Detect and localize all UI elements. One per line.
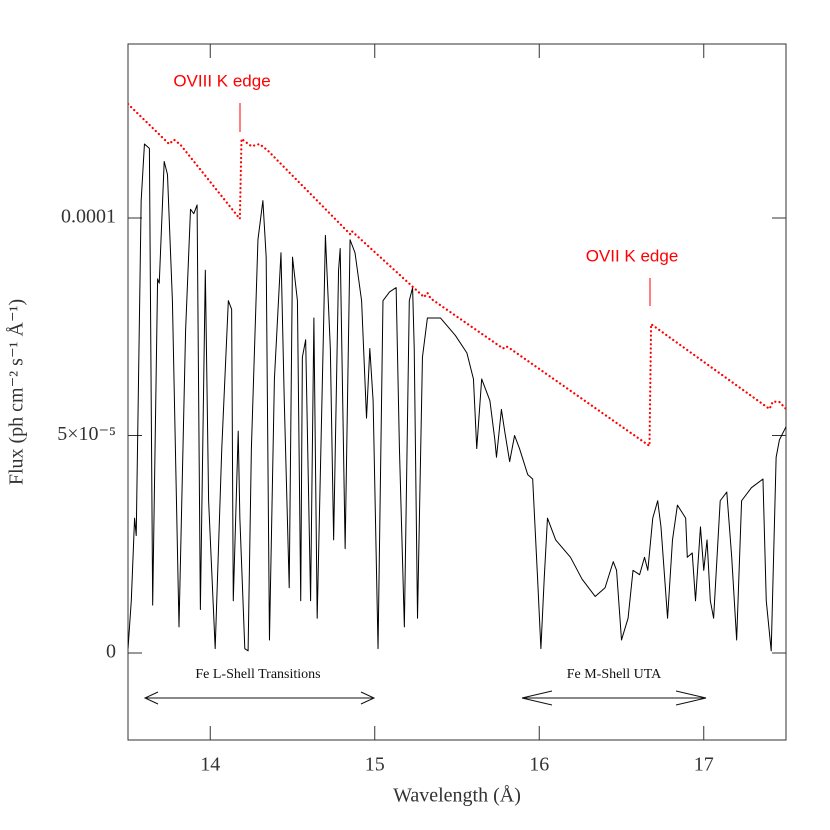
y-tick-label: 0.0001 [61,206,116,228]
arrow [521,690,707,706]
plot-area [128,102,786,652]
arrow [143,691,376,705]
x-tick-label: 14 [200,754,220,776]
series-line [128,102,786,448]
annotation: OVII K edge [586,246,679,265]
annotation: Fe L-Shell Transitions [195,667,320,682]
plot-frame [127,43,787,741]
y-tick-label: 0 [106,641,116,663]
x-tick-label: 17 [694,754,714,776]
annotation: Fe M-Shell UTA [567,667,662,682]
range-arrows [143,690,707,706]
y-axis-label: Flux (ph cm⁻² s⁻¹ Å⁻¹) [6,299,28,485]
x-tick-label: 15 [365,754,385,776]
y-tick-label: 5×10⁻⁵ [57,423,116,445]
x-tick-label: 16 [529,754,549,776]
x-axis-label: Wavelength (Å) [393,785,521,807]
annotation: OVIII K edge [173,71,270,90]
series-line [128,143,786,652]
